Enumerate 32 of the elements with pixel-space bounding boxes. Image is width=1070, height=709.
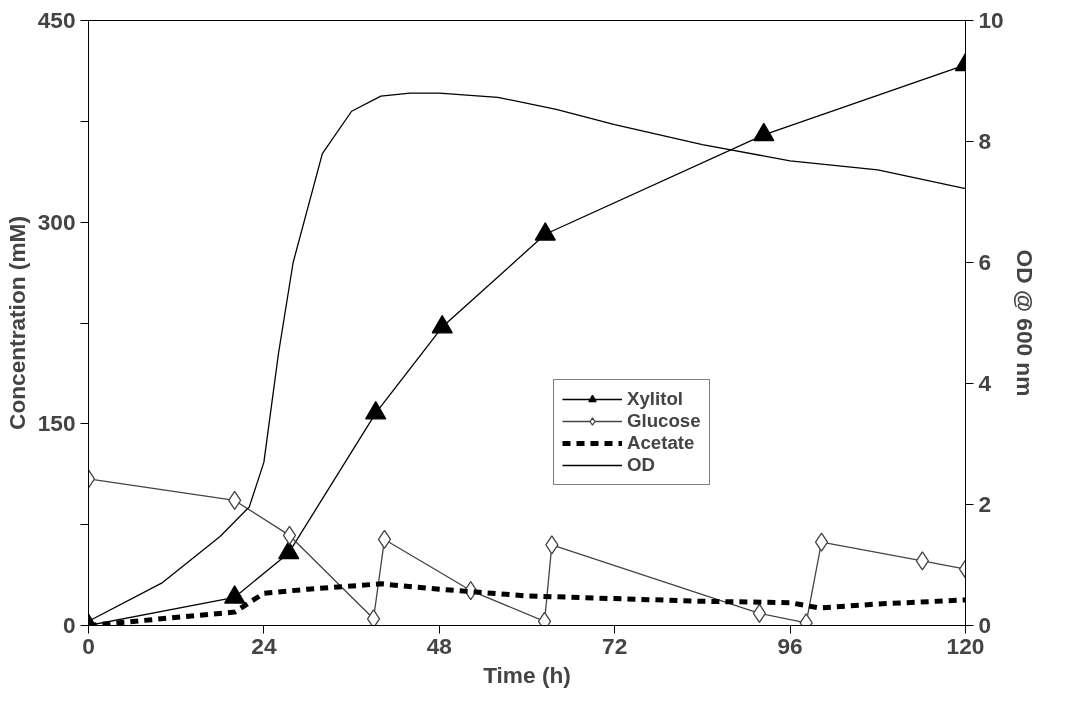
y2-tick-label: 4	[978, 370, 992, 396]
point	[534, 222, 556, 241]
y2-tick-label: 10	[978, 7, 1004, 33]
point	[366, 609, 381, 626]
x-tick-label: 48	[426, 632, 452, 659]
x-axis-title: Time (h)	[483, 661, 571, 688]
legend-label: Glucose	[627, 410, 701, 432]
point	[752, 603, 767, 624]
legend-label: Xylitol	[627, 388, 683, 410]
point	[814, 532, 829, 552]
y-tick-label: 0	[62, 612, 76, 638]
y-tick-label: 300	[37, 208, 76, 235]
point	[753, 122, 775, 142]
y2-tick-label: 2	[978, 491, 992, 517]
x-tick-label: 72	[602, 632, 628, 659]
point	[377, 529, 392, 550]
point	[915, 551, 930, 571]
point	[282, 525, 297, 546]
point	[431, 314, 453, 334]
y2-axis-title: OD @ 600 nm	[1011, 249, 1038, 397]
point	[365, 400, 387, 420]
legend-label: OD	[627, 454, 655, 476]
x-tick-label: 24	[251, 632, 277, 659]
y-axis-title: Concentration (mM)	[3, 216, 30, 430]
x-tick-label: 96	[777, 632, 803, 659]
point	[545, 535, 559, 555]
y-tick-label: 450	[37, 7, 76, 33]
legend-label: Acetate	[627, 432, 695, 454]
y2-tick-label: 8	[978, 128, 992, 154]
x-tick-label: 0	[82, 632, 95, 659]
y2-tick-label: 6	[978, 249, 992, 275]
y-tick-label: 150	[37, 410, 76, 437]
